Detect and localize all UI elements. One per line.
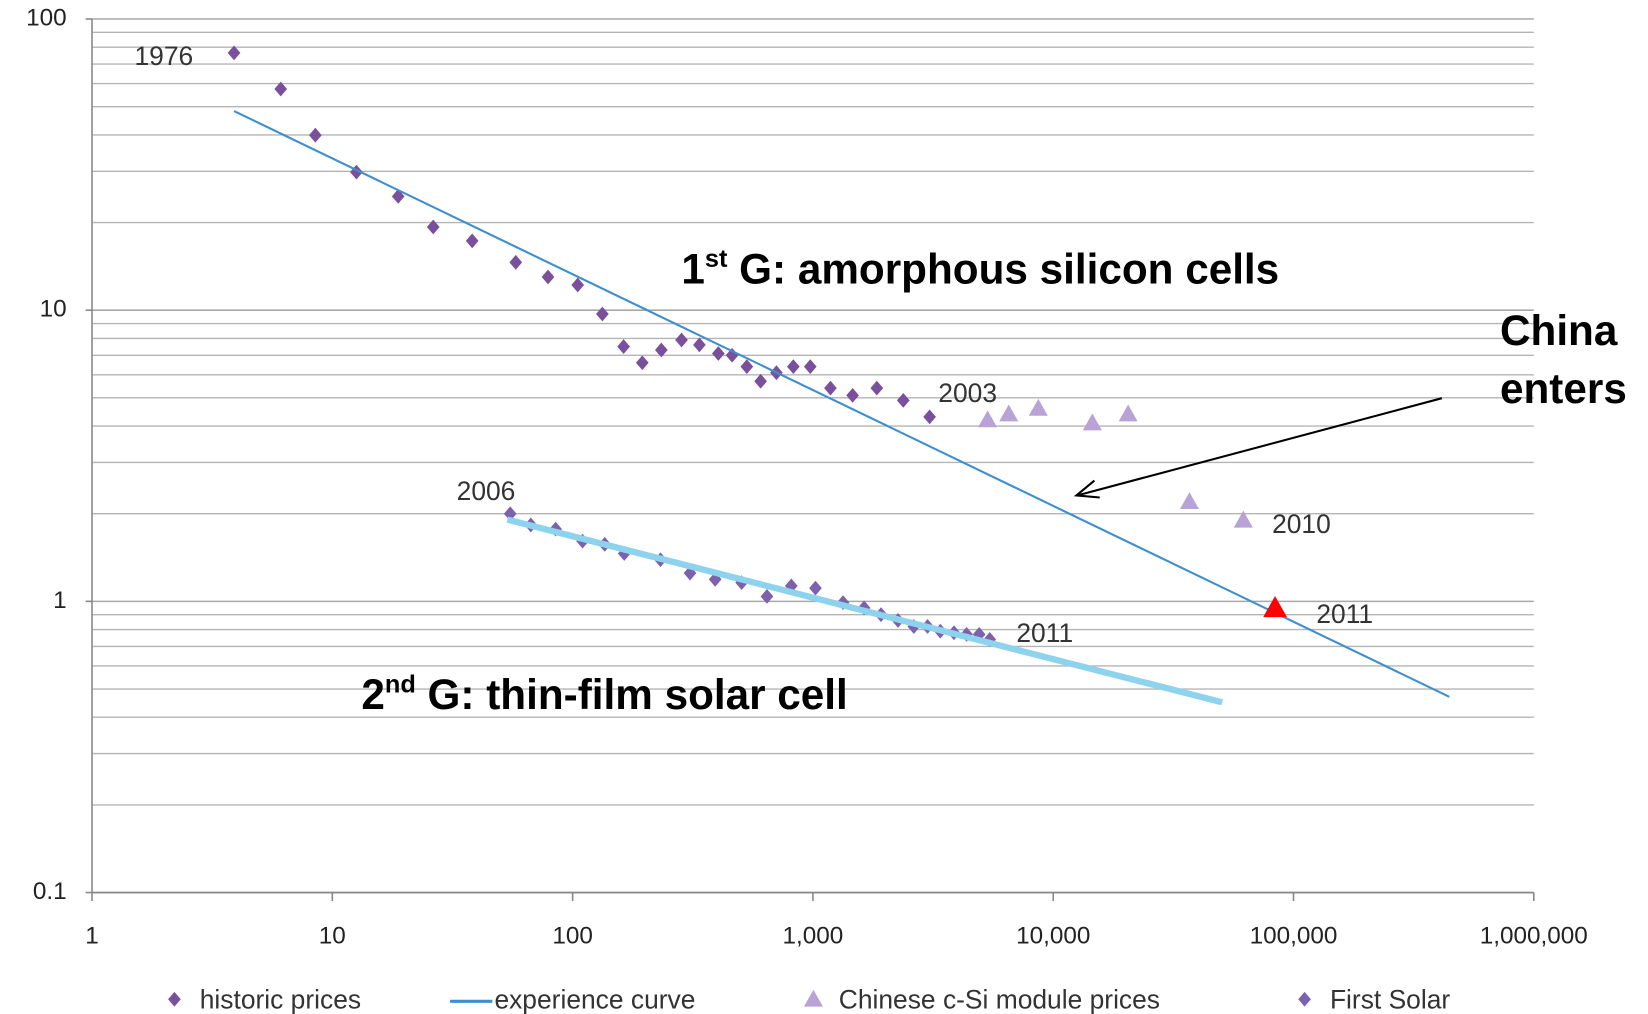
generation-label: 2nd G: thin-film solar cell [361, 670, 847, 718]
annotation: 1976 [134, 41, 193, 71]
point [596, 306, 609, 322]
legend-swatch [1298, 991, 1311, 1007]
point [809, 580, 822, 596]
point [1118, 404, 1138, 422]
legend-label: historic prices [200, 984, 361, 1014]
point [509, 254, 523, 270]
annotation: 2011 [1316, 599, 1373, 629]
point [1082, 413, 1102, 431]
label-text: G: thin-film solar cell [416, 671, 848, 718]
annotation: 2010 [1272, 509, 1331, 539]
experience-curve [233, 110, 1450, 698]
y-tick-label: 100 [26, 4, 67, 31]
annotation: 2006 [457, 476, 516, 506]
arrow-head [1073, 479, 1100, 499]
label-number: 1 [681, 246, 705, 293]
point [541, 269, 555, 285]
point [426, 219, 440, 235]
point [617, 339, 630, 354]
point [787, 359, 800, 375]
point [1233, 510, 1253, 528]
x-tick-label: 10,000 [1016, 922, 1090, 949]
point [675, 332, 688, 348]
point [846, 387, 859, 403]
y-tick-label: 1 [53, 587, 67, 614]
label-superscript: st [705, 245, 728, 273]
legend-label: experience curve [494, 984, 695, 1014]
point [870, 380, 884, 396]
annotation: 2011 [1016, 618, 1073, 648]
point [635, 355, 649, 371]
annotation: 2003 [938, 378, 997, 408]
point [693, 337, 706, 353]
y-tick-label: 10 [40, 296, 67, 323]
legend-label: Chinese c-Si module prices [839, 984, 1160, 1014]
x-tick-label: 1 [85, 922, 99, 949]
point [227, 45, 241, 61]
callout-arrow [1077, 397, 1443, 497]
label-superscript: nd [385, 670, 416, 698]
point [1263, 595, 1287, 618]
x-tick-label: 100 [552, 922, 593, 949]
x-tick-label: 1,000 [783, 922, 844, 949]
label-text: G: amorphous silicon cells [727, 246, 1279, 293]
point [1028, 398, 1048, 416]
legend-label: First Solar [1330, 984, 1450, 1014]
point [754, 373, 767, 389]
point [824, 380, 837, 396]
point [923, 409, 936, 425]
point [896, 392, 910, 408]
point [978, 410, 998, 428]
x-tick-label: 10 [319, 922, 346, 949]
point [711, 346, 725, 361]
label-number: 2 [361, 671, 385, 718]
legend-swatch [168, 991, 181, 1007]
legend-swatch [803, 989, 823, 1007]
y-tick-label: 0.1 [33, 878, 67, 905]
callout-text: enters [1500, 365, 1627, 412]
x-tick-label: 100,000 [1250, 922, 1338, 949]
plot-area: 0.1 1 10 100 1 10 100 1,000 10,000 100,000 1,000,0… [26, 4, 1627, 1014]
experience-curve [506, 516, 1223, 706]
point [740, 359, 754, 375]
point [274, 81, 288, 97]
x-tick-label: 1,000,000 [1480, 922, 1588, 949]
generation-label: 1st G: amorphous silicon cells [681, 245, 1279, 293]
point [999, 404, 1019, 422]
point [465, 233, 479, 249]
callout-text: China [1500, 307, 1618, 354]
point [803, 359, 817, 375]
point [1179, 492, 1199, 510]
point [309, 127, 322, 143]
